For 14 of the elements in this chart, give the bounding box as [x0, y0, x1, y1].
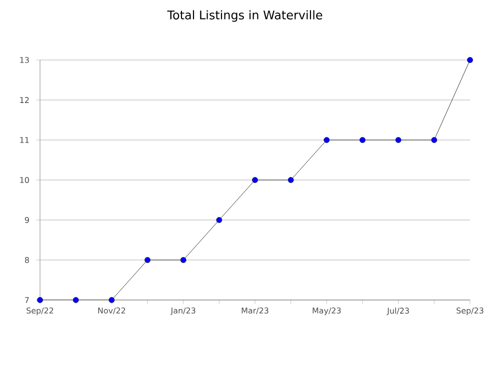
- point: [324, 137, 330, 143]
- point: [144, 257, 151, 263]
- point: [216, 217, 222, 223]
- point: [108, 297, 115, 303]
- point: [180, 257, 186, 263]
- point: [252, 177, 258, 183]
- point: [395, 137, 402, 143]
- point: [467, 57, 474, 63]
- chart-title: Total Listings in Waterville: [167, 10, 322, 22]
- point: [37, 297, 44, 303]
- point: [360, 137, 366, 143]
- point: [288, 177, 294, 183]
- point: [72, 297, 79, 303]
- point: [431, 137, 438, 143]
